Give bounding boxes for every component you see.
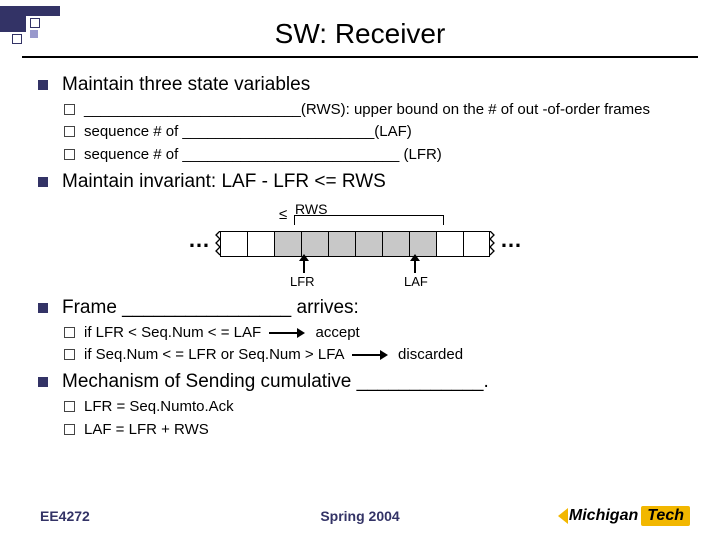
window-cell: [382, 231, 409, 257]
semester: Spring 2004: [320, 508, 399, 524]
laf-label: LAF: [404, 274, 428, 289]
logo-michigan: Michigan: [569, 507, 638, 525]
arrow-icon: [352, 351, 390, 359]
bullet-state-vars: Maintain three state variables: [62, 74, 658, 96]
cell-row: [220, 231, 490, 257]
michigan-tech-logo: Michigan Tech: [558, 506, 690, 526]
logo-tech: Tech: [641, 506, 690, 526]
window-cell: [436, 231, 463, 257]
sub-laf-eq: LAF = LFR + RWS: [84, 420, 658, 440]
window-diagram: ≤ RWS … … LFR LAF: [160, 201, 560, 291]
sub-laf: sequence # of _______________________(LA…: [84, 122, 658, 142]
zigzag-right: [488, 231, 496, 257]
bullet-frame-arrives: Frame ________________ arrives:: [62, 297, 658, 319]
sub-discard: if Seq.Num < = LFR or Seq.Num > LFA disc…: [84, 345, 658, 365]
sub-rws: __________________________(RWS): upper b…: [84, 100, 658, 120]
rws-bracket: [294, 215, 444, 225]
dots-left: …: [188, 227, 210, 253]
bullet-mechanism: Mechanism of Sending cumulative ________…: [62, 371, 658, 393]
dots-right: …: [500, 227, 522, 253]
slide-footer: EE4272 Spring 2004 Michigan Tech: [0, 506, 720, 526]
accept-result: accept: [316, 324, 360, 341]
accept-cond: if LFR < Seq.Num < = LAF: [84, 324, 261, 341]
sub-lfr: sequence # of __________________________…: [84, 145, 658, 165]
bullet-invariant: Maintain invariant: LAF - LFR <= RWS: [62, 171, 658, 193]
sub-accept: if LFR < Seq.Num < = LAF accept: [84, 323, 658, 343]
window-cell: [247, 231, 274, 257]
slide-body: Maintain three state variables _________…: [0, 58, 720, 440]
window-cell: [463, 231, 490, 257]
arrow-icon: [269, 329, 307, 337]
rws-le-symbol: ≤: [279, 206, 287, 223]
discard-result: discarded: [398, 346, 463, 363]
discard-cond: if Seq.Num < = LFR or Seq.Num > LFA: [84, 346, 344, 363]
window-cell: [328, 231, 355, 257]
course-code: EE4272: [40, 508, 90, 524]
window-cell: [220, 231, 247, 257]
slide-title: SW: Receiver: [0, 0, 720, 50]
window-cell: [355, 231, 382, 257]
arrow-laf: [414, 259, 416, 273]
arrow-lfr: [303, 259, 305, 273]
slide-corner-decoration: [0, 6, 26, 32]
sub-lfr-eq: LFR = Seq.Numto.Ack: [84, 397, 658, 417]
window-cell: [274, 231, 301, 257]
lfr-label: LFR: [290, 274, 315, 289]
